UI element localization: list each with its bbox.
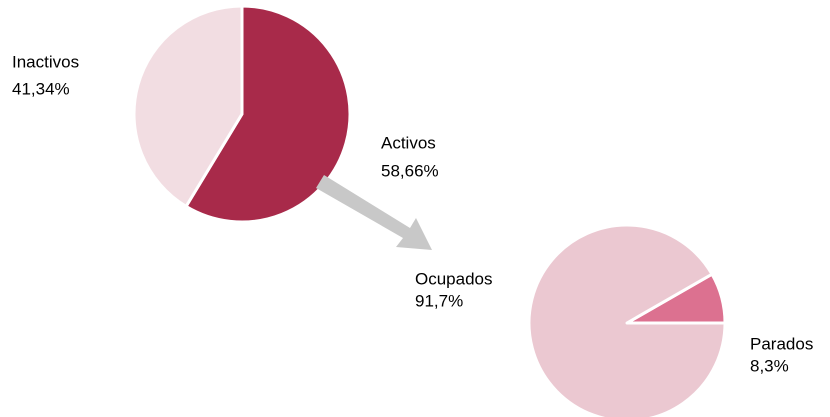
- value-label: 8,3%: [750, 356, 789, 375]
- arrow: [316, 175, 432, 250]
- pies: [132, 4, 727, 417]
- value-label: 91,7%: [415, 291, 463, 310]
- value-label: 58,66%: [381, 161, 439, 180]
- value-label: 41,34%: [12, 79, 70, 98]
- category-label: Ocupados: [415, 269, 493, 288]
- pie-slice: [132, 4, 244, 208]
- pie-slice: [184, 4, 352, 224]
- category-label: Activos: [381, 133, 436, 152]
- pie-slice: [527, 223, 727, 417]
- category-label: Parados: [750, 334, 813, 353]
- category-label: Inactivos: [12, 52, 79, 71]
